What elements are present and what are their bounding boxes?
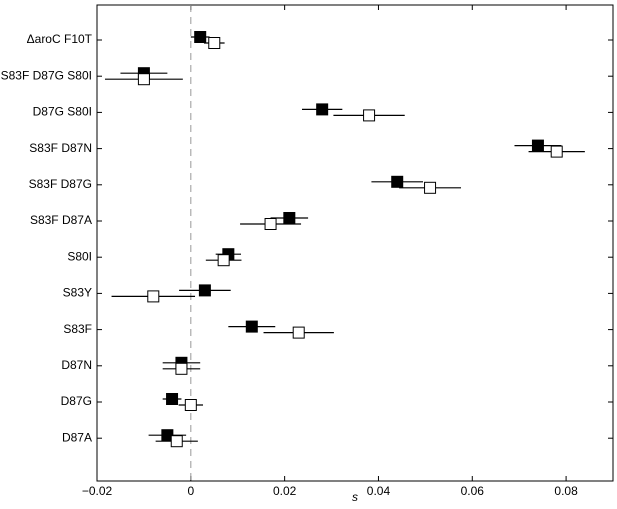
- point-marker: [208, 37, 221, 49]
- point-marker: [217, 254, 230, 267]
- point-marker: [166, 393, 179, 405]
- x-tick-label: 0.08: [554, 484, 578, 498]
- y-tick-label: S83F D87G: [29, 177, 92, 191]
- y-tick-label: D87G S80I: [33, 105, 92, 119]
- point-marker: [175, 362, 188, 375]
- y-tick-label: S83F: [63, 322, 92, 336]
- point-marker: [424, 181, 437, 194]
- point-marker: [391, 175, 404, 188]
- point-marker: [184, 399, 197, 411]
- point-marker: [283, 212, 296, 224]
- point-marker: [194, 31, 207, 43]
- point-marker: [550, 145, 563, 158]
- point-marker: [292, 326, 305, 339]
- x-tick-label: 0.04: [367, 484, 391, 498]
- x-tick-label: −0.02: [82, 484, 113, 498]
- point-marker: [531, 139, 544, 152]
- x-tick-label: 0.02: [273, 484, 297, 498]
- plot-frame: [96, 4, 614, 482]
- y-tick-label: D87G: [61, 394, 92, 408]
- point-marker: [170, 435, 183, 448]
- point-marker: [198, 284, 211, 297]
- x-axis-label: s: [352, 490, 358, 504]
- x-tick-label: 0: [187, 484, 194, 498]
- point-marker: [147, 290, 160, 303]
- point-marker: [137, 73, 150, 86]
- y-tick-label: S83F D87A: [30, 213, 92, 227]
- y-tick-label: D87N: [61, 358, 92, 372]
- y-tick-label: S83Y: [63, 286, 92, 300]
- y-tick-label: ΔaroC F10T: [27, 32, 93, 46]
- y-tick-label: D87A: [62, 430, 92, 444]
- y-tick-label: S80I: [67, 249, 92, 263]
- point-marker: [245, 320, 258, 333]
- point-marker: [264, 218, 277, 230]
- x-tick-label: 0.06: [461, 484, 485, 498]
- y-tick-label: S83F D87G S80I: [1, 68, 92, 82]
- point-marker: [316, 103, 329, 116]
- y-tick-label: S83F D87N: [29, 141, 92, 155]
- point-marker: [363, 109, 376, 122]
